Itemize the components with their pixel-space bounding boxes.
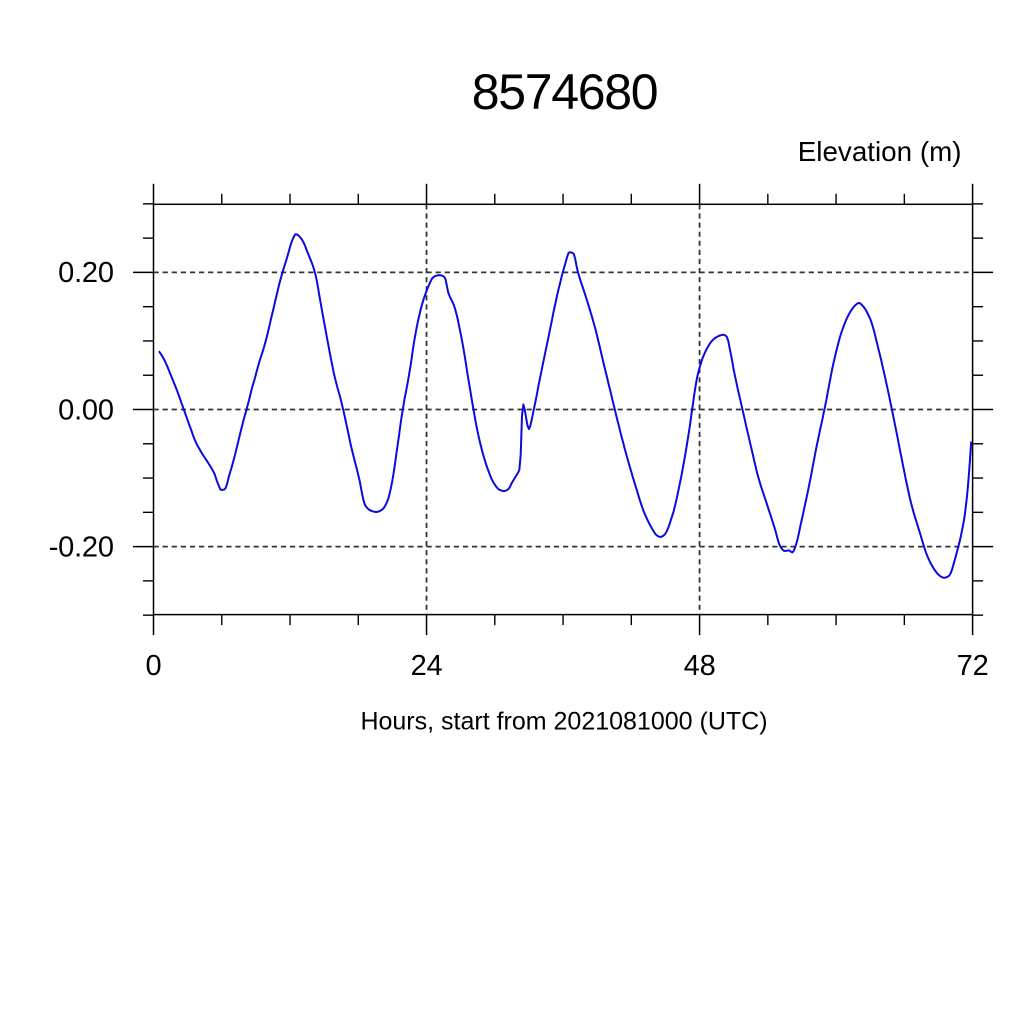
svg-text:Hours, start from 2021081000 (: Hours, start from 2021081000 (UTC)	[360, 707, 767, 735]
svg-text:0: 0	[146, 650, 162, 682]
svg-text:72: 72	[957, 650, 989, 682]
svg-text:0.00: 0.00	[58, 394, 114, 426]
svg-text:0.20: 0.20	[58, 257, 114, 289]
svg-text:Elevation (m): Elevation (m)	[798, 136, 962, 167]
svg-text:-0.20: -0.20	[49, 531, 114, 563]
svg-text:8574680: 8574680	[472, 64, 658, 120]
svg-text:48: 48	[684, 650, 716, 682]
svg-text:24: 24	[411, 650, 443, 682]
